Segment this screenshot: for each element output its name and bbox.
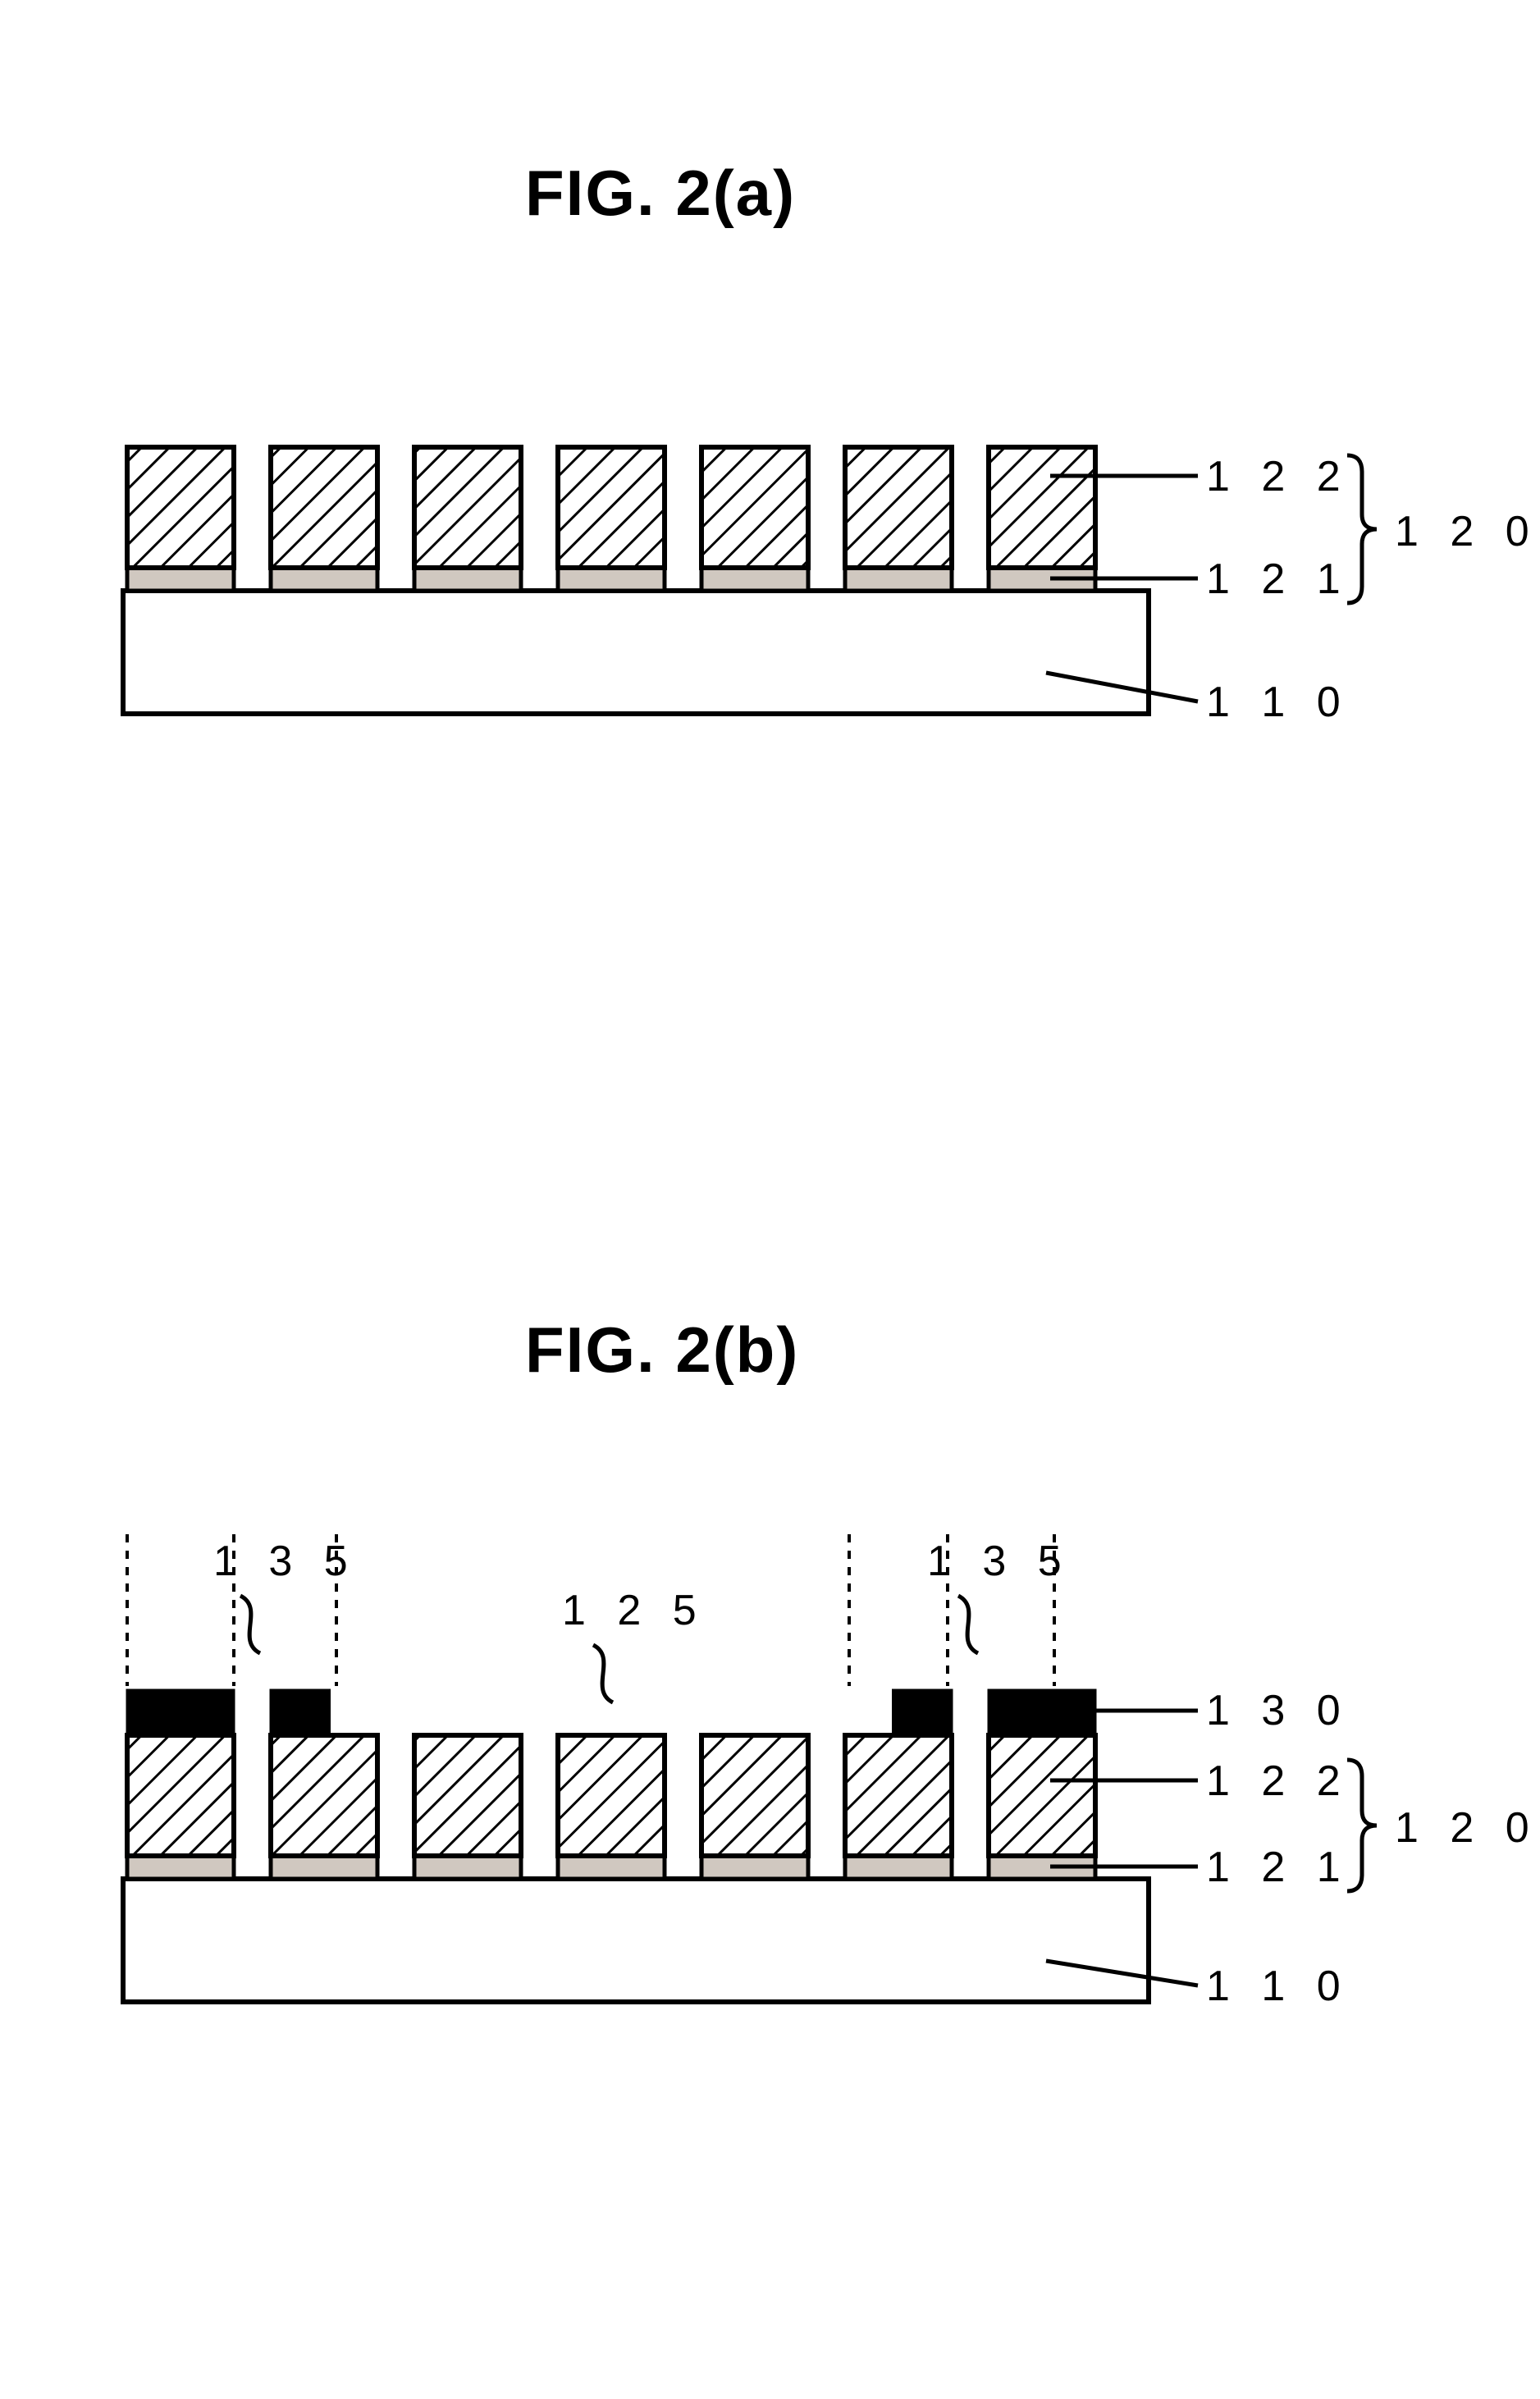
label-120: 1 2 0 (1395, 508, 1539, 555)
layer-122 (701, 447, 808, 568)
layer-121 (414, 568, 521, 591)
layer-122 (558, 1735, 665, 1856)
layer-122 (845, 447, 952, 568)
layer-121 (845, 568, 952, 591)
tilde-leader (240, 1596, 260, 1653)
figure-2b: 1 2 51 3 51 3 51 3 01 2 21 2 11 1 01 2 0 (98, 1526, 1428, 2051)
layer-121 (701, 1856, 808, 1879)
label-121: 1 2 1 (1206, 1844, 1350, 1891)
figure-2a: 1 2 21 2 11 1 01 2 0 (98, 377, 1428, 738)
layer-121 (271, 1856, 377, 1879)
label-121: 1 2 1 (1206, 555, 1350, 603)
layer-122 (989, 1735, 1095, 1856)
layer-122 (127, 1735, 234, 1856)
layer-121 (701, 568, 808, 591)
layer-130 (127, 1690, 234, 1735)
layer-122 (701, 1735, 808, 1856)
layer-121 (271, 568, 377, 591)
layer-122 (271, 447, 377, 568)
label-135_left: 1 3 5 (213, 1538, 358, 1585)
brace-120 (1347, 1760, 1377, 1891)
substrate-110 (123, 591, 1149, 714)
layer-122 (414, 1735, 521, 1856)
layer-130 (271, 1690, 330, 1735)
label-122: 1 2 2 (1206, 453, 1350, 500)
label-135_right: 1 3 5 (927, 1538, 1072, 1585)
layer-121 (414, 1856, 521, 1879)
substrate-110 (123, 1879, 1149, 2002)
layer-121 (127, 1856, 234, 1879)
layer-122 (414, 447, 521, 568)
layer-122 (845, 1735, 952, 1856)
layer-130 (893, 1690, 953, 1735)
label-130: 1 3 0 (1206, 1687, 1350, 1734)
figure-title-a: FIG. 2(a) (525, 156, 796, 231)
layer-122 (989, 447, 1095, 568)
layer-122 (271, 1735, 377, 1856)
layer-121 (127, 568, 234, 591)
label-110: 1 1 0 (1206, 1963, 1350, 2010)
figure-title-b: FIG. 2(b) (525, 1313, 799, 1387)
brace-120 (1347, 455, 1377, 603)
layer-122 (558, 447, 665, 568)
label-125: 1 2 5 (562, 1587, 706, 1634)
label-110: 1 1 0 (1206, 679, 1350, 726)
label-122: 1 2 2 (1206, 1757, 1350, 1805)
label-120: 1 2 0 (1395, 1804, 1539, 1852)
layer-121 (845, 1856, 952, 1879)
tilde-leader (958, 1596, 978, 1653)
layer-121 (558, 1856, 665, 1879)
layer-121 (558, 568, 665, 591)
tilde-leader (593, 1645, 613, 1702)
layer-122 (127, 447, 234, 568)
